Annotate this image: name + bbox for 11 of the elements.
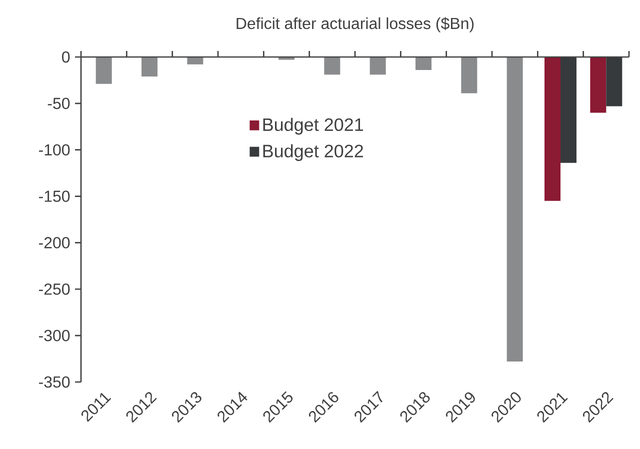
legend-label: Budget 2021: [263, 118, 364, 135]
y-tick-label: -50: [48, 98, 70, 110]
chart-title: Deficit after actuarial losses ($Bn): [236, 17, 474, 32]
y-tick-label: -250: [38, 283, 70, 295]
y-tick-label: -150: [38, 190, 70, 202]
y-tick-label: -200: [38, 237, 70, 248]
legend-label: Budget 2022: [263, 144, 363, 161]
y-tick-label: 0: [62, 51, 70, 63]
y-tick-label: -350: [38, 376, 70, 388]
y-tick-label: -300: [38, 330, 70, 342]
y-tick-label: -100: [38, 144, 70, 156]
